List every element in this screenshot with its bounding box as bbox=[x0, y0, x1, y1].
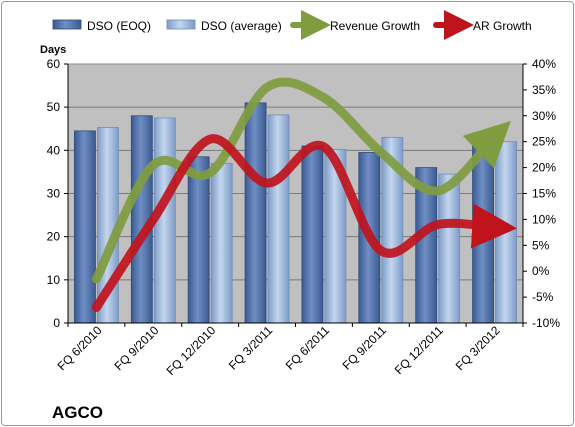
legend-label-dso-average: DSO (average) bbox=[201, 19, 282, 33]
bar-dso-eoq bbox=[244, 102, 267, 324]
x-tick-label: FQ 6/2010 bbox=[55, 323, 105, 373]
legend-label-ar-growth: AR Growth bbox=[473, 19, 532, 33]
bar-dso-average bbox=[267, 114, 290, 324]
legend-swatch-dso-eoq bbox=[52, 19, 82, 30]
x-tick-label: FQ 9/2010 bbox=[111, 323, 161, 373]
x-tick-label: FQ 12/2010 bbox=[164, 323, 219, 378]
y-tick-label: 0 bbox=[53, 316, 60, 330]
bar-dso-eoq bbox=[74, 130, 96, 324]
legend: DSO (EOQ) DSO (average) Revenue Growth A… bbox=[52, 10, 532, 40]
x-axis-ticks: FQ 6/2010 FQ 9/2010 FQ 12/2010 FQ 3/2011 FQ … bbox=[55, 323, 524, 378]
bar-dso-eoq bbox=[187, 156, 210, 324]
y2-tick-label: 20% bbox=[532, 161, 556, 175]
y-axis-ticks: 0 10 20 30 40 50 60 bbox=[47, 57, 68, 330]
growth-lines bbox=[91, 77, 518, 312]
y-tick-label: 50 bbox=[47, 100, 61, 114]
line-revenue-growth bbox=[91, 77, 511, 284]
y-tick-label: 20 bbox=[47, 230, 61, 244]
y-axis-label: Days bbox=[40, 44, 66, 56]
y2-tick-label: 10% bbox=[532, 212, 556, 226]
legend-label-revenue-growth: Revenue Growth bbox=[330, 19, 420, 33]
y2-tick-label: -5% bbox=[532, 290, 554, 304]
bar-dso-average bbox=[210, 162, 233, 324]
y2-tick-label: 30% bbox=[532, 109, 556, 123]
bar-dso-eoq bbox=[301, 145, 324, 324]
y-tick-label: 40 bbox=[47, 143, 61, 157]
y-tick-label: 10 bbox=[47, 273, 61, 287]
company-name: AGCO bbox=[52, 403, 103, 422]
bar-dso-average bbox=[438, 173, 461, 324]
y2-tick-label: 25% bbox=[532, 135, 556, 149]
y2-tick-label: 15% bbox=[532, 187, 556, 201]
y2-tick-label: 5% bbox=[532, 238, 550, 252]
x-tick-label: FQ 9/2011 bbox=[340, 323, 390, 373]
x-tick-label: FQ 3/2011 bbox=[226, 323, 276, 373]
y-tick-label: 60 bbox=[47, 57, 61, 71]
x-tick-label: FQ 3/2012 bbox=[453, 323, 503, 373]
y-tick-label: 30 bbox=[47, 187, 61, 201]
legend-swatch-dso-average bbox=[166, 19, 196, 30]
y2-tick-label: 35% bbox=[532, 83, 556, 97]
x-tick-label: FQ 6/2011 bbox=[283, 323, 333, 373]
y2-axis-ticks: -10% -5% 0% 5% 10% 15% 20% 25% 30% 35% 40% bbox=[523, 57, 560, 330]
y2-tick-label: 0% bbox=[532, 264, 550, 278]
x-tick-label: FQ 12/2011 bbox=[392, 323, 446, 377]
y2-tick-label: -10% bbox=[532, 316, 560, 330]
legend-label-dso-eoq: DSO (EOQ) bbox=[87, 19, 151, 33]
y2-tick-label: 40% bbox=[532, 57, 556, 71]
bar-dso-average bbox=[495, 141, 517, 324]
line-ar-growth bbox=[91, 134, 518, 312]
